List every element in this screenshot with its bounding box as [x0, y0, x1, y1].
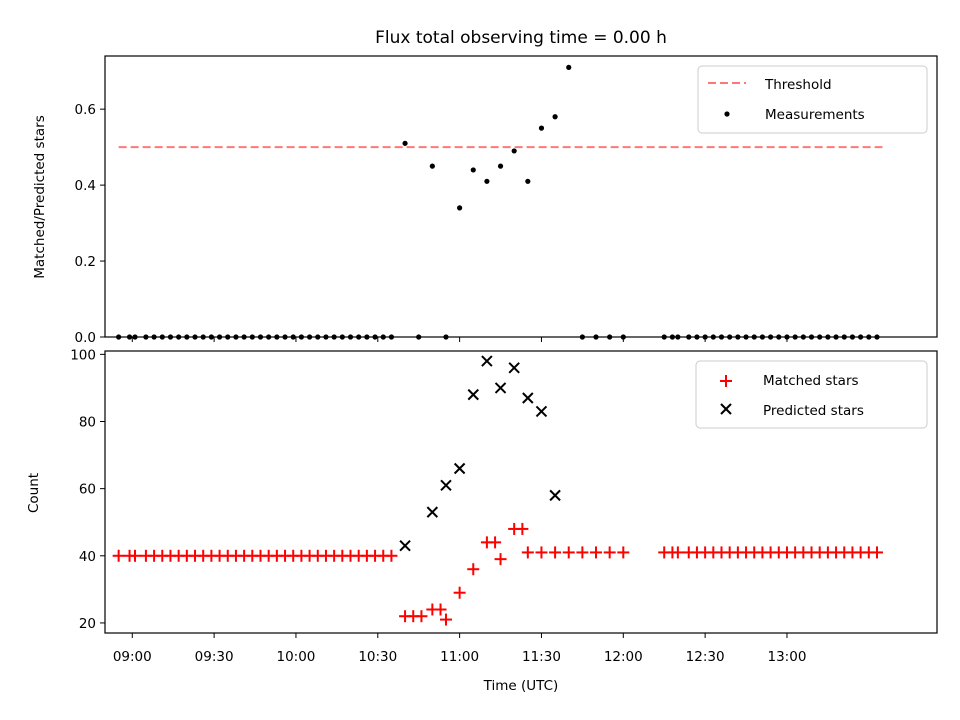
threshold-legend-label: Threshold [764, 77, 832, 93]
bottom-axes-frame [104, 350, 938, 634]
measurement-point [511, 148, 517, 154]
bottom-plot-area [112, 355, 883, 626]
predicted-star-point [508, 362, 520, 374]
predicted-star-point [399, 540, 411, 552]
bottom-y-axis: 20 40 60 80 100 [70, 347, 105, 632]
bottom-y-tick-label: 60 [79, 482, 96, 498]
matched-star-point [453, 586, 466, 599]
matched-star-point [516, 522, 529, 535]
predicted-star-point [453, 462, 466, 475]
bottom-y-tick-label: 40 [79, 549, 96, 565]
x-tick-label: 12:30 [686, 649, 725, 665]
measurement-point [552, 114, 558, 120]
predicted-star-point [522, 392, 534, 404]
top-y-tick-label: 0.6 [75, 102, 96, 118]
matched-star-point [562, 546, 575, 559]
bottom-y-tick-label: 100 [70, 347, 96, 363]
x-tick-label: 12:00 [604, 649, 643, 665]
matched-star-point [671, 546, 684, 559]
matched-star-point [385, 549, 398, 562]
predicted-star-point [481, 355, 493, 367]
matched-star-point [617, 546, 630, 559]
predicted-star-point [440, 479, 452, 491]
bottom-y-tick-label: 20 [79, 616, 96, 632]
top-y-tick-label: 0.0 [75, 330, 96, 346]
matched-star-point [494, 553, 507, 566]
matched-star-point [870, 546, 883, 559]
matched-star-point [489, 536, 502, 549]
x-axis-label: Time (UTC) [483, 678, 559, 694]
matched-legend-label: Matched stars [763, 373, 859, 389]
predicted-star-point [535, 405, 548, 418]
measurement-point [525, 178, 531, 184]
matched-legend-swatch [720, 375, 732, 387]
bottom-x-axis: 09:00 09:30 10:00 10:30 11:00 11:30 12:00 12:30… [113, 633, 807, 665]
x-tick-label: 10:00 [276, 649, 315, 665]
predicted-star-point [549, 489, 561, 502]
measurements-legend-label: Measurements [765, 107, 865, 123]
predicted-legend-swatch [720, 403, 732, 415]
measurements-legend-swatch [724, 111, 730, 117]
bottom-legend: Matched stars Predicted stars [695, 360, 928, 429]
measurement-point [429, 163, 435, 169]
top-y-axis-label: Matched/Predicted stars [32, 115, 48, 278]
top-legend-box [697, 65, 928, 134]
x-tick-label: 09:30 [195, 649, 234, 665]
matched-star-point [549, 546, 562, 559]
predicted-legend-label: Predicted stars [763, 403, 864, 419]
matched-star-point [112, 549, 125, 562]
matched-star-point [439, 613, 452, 626]
predicted-star-point [467, 388, 479, 401]
matched-star-point [590, 546, 603, 559]
matched-star-point [129, 549, 142, 562]
matched-star-point [415, 610, 428, 623]
x-tick-label: 11:30 [522, 649, 561, 665]
bottom-y-tick-label: 80 [79, 415, 96, 431]
top-y-tick-label: 0.4 [75, 178, 96, 194]
bottom-y-axis-label: Count [26, 473, 42, 513]
measurement-point [538, 125, 545, 131]
top-y-tick-label: 0.2 [75, 254, 96, 270]
matched-star-point [521, 546, 534, 559]
x-tick-label: 11:00 [440, 649, 479, 665]
matched-star-point [434, 603, 447, 616]
measurement-point [566, 64, 572, 70]
bottom-panel: 20 40 60 80 100 09:00 09:30 10:00 10:30 11:00 11:… [26, 347, 938, 694]
top-legend: Threshold Measurements [697, 65, 928, 134]
matched-star-point [467, 563, 480, 576]
x-tick-label: 13:00 [768, 649, 807, 665]
measurement-point [402, 140, 408, 146]
measurement-point [484, 178, 490, 184]
x-tick-label: 09:00 [113, 649, 152, 665]
matched-star-point [603, 546, 616, 559]
top-x-axis [131, 337, 788, 342]
matched-star-point [535, 546, 548, 559]
top-axes-frame [104, 55, 938, 338]
bottom-legend-box [695, 360, 928, 429]
matched-star-point [576, 546, 589, 559]
measurement-point [497, 163, 504, 169]
top-y-axis: 0.0 0.2 0.4 0.6 [75, 102, 105, 346]
measurement-point [470, 167, 476, 173]
top-panel: 0.0 0.2 0.4 0.6 Matched/Predicted stars Thr… [32, 55, 938, 346]
predicted-star-point [426, 506, 439, 518]
chart-title: Flux total observing time = 0.00 h [375, 28, 667, 48]
predicted-star-point [494, 382, 507, 394]
measurement-point [457, 205, 463, 211]
x-tick-label: 10:30 [358, 649, 397, 665]
